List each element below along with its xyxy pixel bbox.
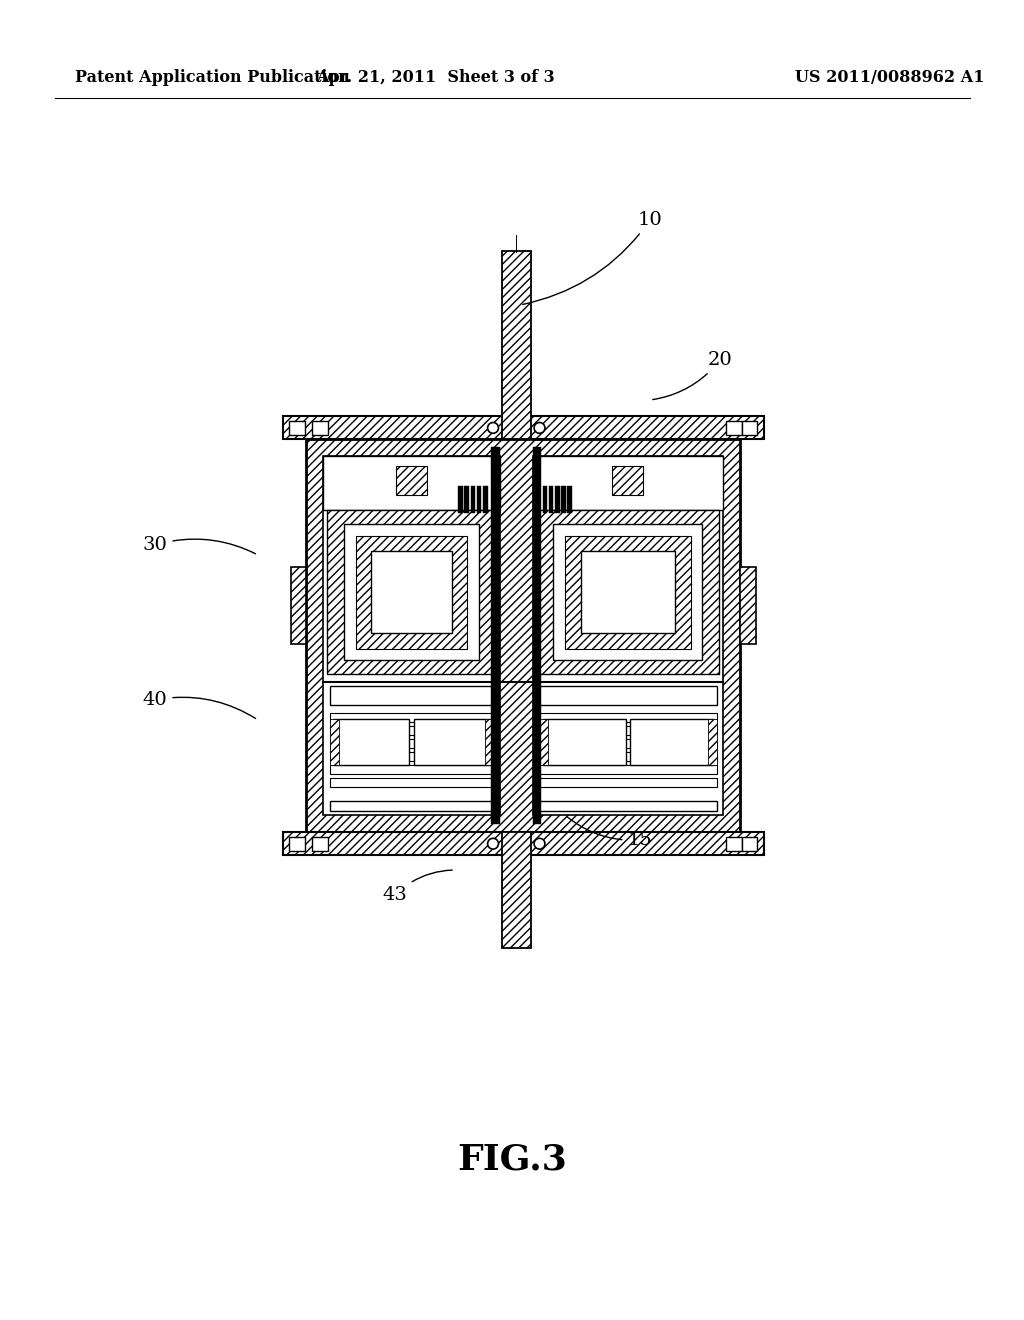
- Bar: [330, 726, 494, 735]
- Bar: [312, 421, 328, 434]
- Bar: [567, 486, 572, 512]
- Bar: [741, 421, 758, 434]
- Bar: [554, 524, 702, 660]
- Bar: [289, 837, 305, 850]
- Bar: [708, 719, 717, 766]
- Bar: [289, 421, 305, 434]
- Text: FIG.3: FIG.3: [457, 1143, 567, 1177]
- Bar: [330, 766, 494, 775]
- Bar: [502, 251, 531, 440]
- Circle shape: [535, 422, 545, 433]
- Bar: [471, 486, 475, 512]
- Bar: [539, 713, 717, 722]
- Bar: [484, 719, 494, 766]
- Bar: [330, 719, 339, 766]
- Bar: [539, 779, 717, 788]
- Bar: [502, 832, 531, 948]
- Bar: [324, 682, 500, 816]
- Bar: [306, 440, 740, 832]
- Text: Apr. 21, 2011  Sheet 3 of 3: Apr. 21, 2011 Sheet 3 of 3: [315, 70, 554, 87]
- Bar: [539, 766, 717, 775]
- Bar: [726, 837, 741, 850]
- Bar: [414, 719, 489, 766]
- Text: Patent Application Publication: Patent Application Publication: [75, 70, 350, 87]
- Bar: [565, 536, 690, 649]
- Bar: [555, 486, 560, 512]
- Text: US 2011/0088962 A1: US 2011/0088962 A1: [796, 70, 985, 87]
- Circle shape: [535, 838, 545, 849]
- Bar: [396, 466, 427, 495]
- Bar: [726, 421, 741, 434]
- Bar: [581, 552, 675, 634]
- Bar: [330, 752, 494, 762]
- Bar: [483, 486, 487, 512]
- Bar: [372, 552, 452, 634]
- Bar: [458, 486, 463, 512]
- Text: 15: 15: [567, 817, 652, 849]
- Bar: [539, 726, 717, 735]
- Bar: [539, 719, 548, 766]
- Bar: [334, 719, 410, 766]
- Bar: [543, 719, 626, 766]
- Text: 20: 20: [652, 351, 732, 400]
- Bar: [532, 457, 723, 682]
- Bar: [324, 457, 500, 511]
- Bar: [741, 837, 758, 850]
- Bar: [740, 566, 756, 644]
- Bar: [330, 713, 494, 722]
- Bar: [537, 511, 719, 675]
- Bar: [630, 719, 713, 766]
- Bar: [532, 447, 541, 825]
- Bar: [539, 686, 717, 705]
- Bar: [561, 486, 566, 512]
- Bar: [283, 416, 764, 440]
- Bar: [356, 536, 467, 649]
- Bar: [328, 511, 496, 675]
- Bar: [464, 486, 469, 512]
- Text: 10: 10: [522, 211, 663, 305]
- Bar: [549, 486, 554, 512]
- Text: 40: 40: [142, 690, 256, 718]
- Bar: [283, 832, 764, 855]
- Bar: [312, 837, 328, 850]
- Text: 30: 30: [142, 536, 256, 554]
- Bar: [344, 524, 479, 660]
- Bar: [532, 682, 723, 816]
- Circle shape: [487, 838, 499, 849]
- Bar: [330, 801, 494, 812]
- Bar: [539, 752, 717, 762]
- Bar: [291, 566, 306, 644]
- Bar: [324, 457, 500, 682]
- Bar: [543, 486, 547, 512]
- Bar: [477, 486, 481, 512]
- Circle shape: [487, 422, 499, 433]
- Bar: [330, 686, 494, 705]
- Bar: [539, 739, 717, 748]
- Bar: [612, 466, 643, 495]
- Bar: [330, 739, 494, 748]
- Bar: [492, 447, 500, 825]
- Bar: [330, 779, 494, 788]
- Bar: [539, 801, 717, 812]
- Bar: [532, 457, 723, 511]
- Text: 43: 43: [383, 870, 453, 904]
